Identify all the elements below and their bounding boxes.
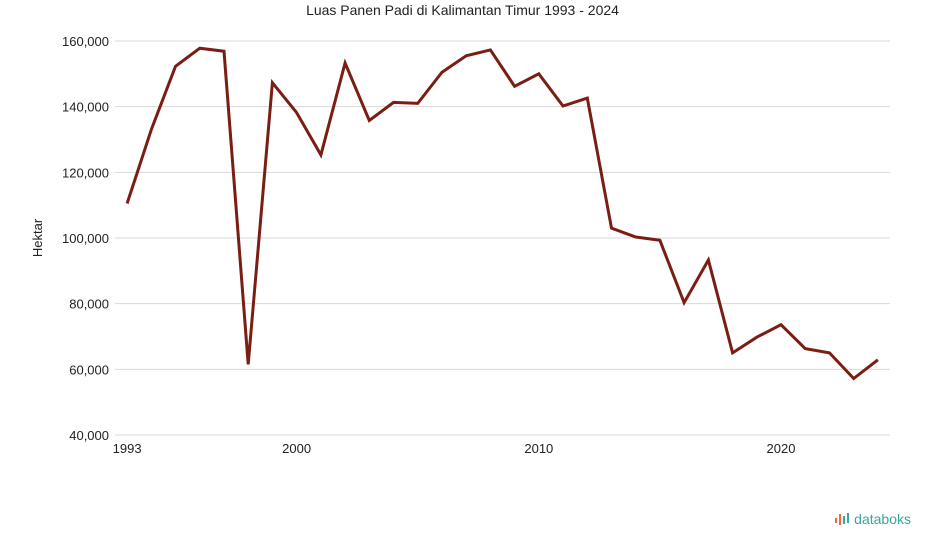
y-tick-label: 160,000 xyxy=(62,34,109,49)
data-point[interactable] xyxy=(341,59,349,67)
x-axis-ticks: 1993 2000 2010 2020 xyxy=(113,441,796,456)
y-tick-label: 120,000 xyxy=(62,165,109,180)
data-point[interactable] xyxy=(438,68,446,76)
data-point[interactable] xyxy=(680,299,688,307)
y-axis-title: Hektar xyxy=(30,218,45,257)
data-point[interactable] xyxy=(511,82,519,90)
data-point[interactable] xyxy=(293,109,301,117)
data-point[interactable] xyxy=(607,224,615,232)
x-tick-label: 2010 xyxy=(524,441,553,456)
data-point[interactable] xyxy=(850,375,858,383)
y-tick-label: 100,000 xyxy=(62,231,109,246)
brand-name: databoks xyxy=(854,511,911,527)
data-point[interactable] xyxy=(559,102,567,110)
x-tick-label: 1993 xyxy=(113,441,142,456)
data-point[interactable] xyxy=(462,52,470,60)
data-point[interactable] xyxy=(365,116,373,124)
y-axis-ticks: 40,000 60,000 80,000 100,000 120,000 140,000 1… xyxy=(62,34,109,443)
y-tick-label: 40,000 xyxy=(69,428,109,443)
data-point[interactable] xyxy=(244,360,252,368)
data-point[interactable] xyxy=(390,98,398,106)
data-point[interactable] xyxy=(777,321,785,329)
data-point[interactable] xyxy=(220,47,228,55)
databoks-logo[interactable]: databoks xyxy=(834,511,911,527)
data-point[interactable] xyxy=(414,99,422,107)
x-tick-label: 2000 xyxy=(282,441,311,456)
data-point[interactable] xyxy=(583,94,591,102)
gridlines xyxy=(115,40,890,436)
data-point[interactable] xyxy=(729,349,737,357)
data-point[interactable] xyxy=(535,70,543,78)
y-tick-label: 140,000 xyxy=(62,100,109,115)
x-tick-label: 2020 xyxy=(767,441,796,456)
data-point[interactable] xyxy=(147,126,155,134)
y-tick-label: 80,000 xyxy=(69,297,109,312)
data-point[interactable] xyxy=(704,256,712,264)
chart-title: Luas Panen Padi di Kalimantan Timur 1993… xyxy=(306,2,619,18)
data-point[interactable] xyxy=(486,46,494,54)
series-layer xyxy=(123,44,882,383)
data-point[interactable] xyxy=(172,62,180,70)
series-line xyxy=(125,46,879,381)
data-point[interactable] xyxy=(196,44,204,52)
data-point[interactable] xyxy=(656,236,664,244)
data-point[interactable] xyxy=(801,345,809,353)
y-tick-label: 60,000 xyxy=(69,362,109,377)
data-point[interactable] xyxy=(317,151,325,159)
data-point[interactable] xyxy=(268,79,276,87)
data-point[interactable] xyxy=(874,356,882,364)
databoks-bars-icon xyxy=(835,513,850,525)
data-point[interactable] xyxy=(753,333,761,341)
data-point[interactable] xyxy=(825,349,833,357)
data-point[interactable] xyxy=(632,233,640,241)
data-point[interactable] xyxy=(123,200,131,208)
